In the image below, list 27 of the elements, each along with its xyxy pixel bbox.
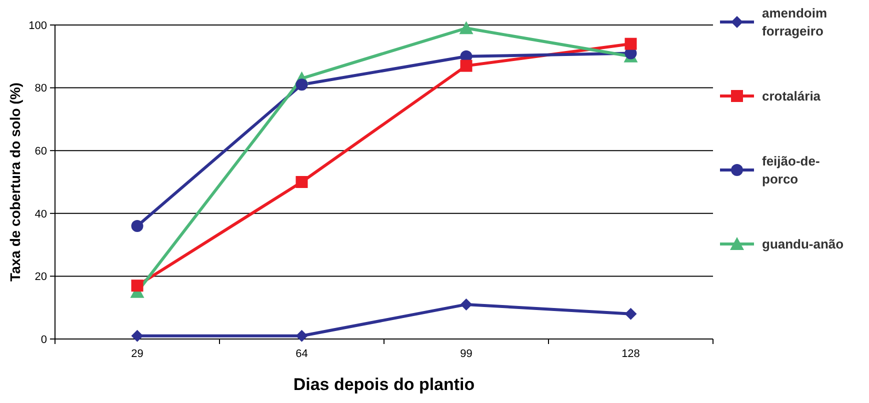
x-axis-title: Dias depois do plantio [293, 375, 475, 394]
x-tick-label: 29 [131, 348, 144, 360]
point [131, 220, 144, 232]
point [296, 330, 308, 342]
legend-label: guandu-anão [762, 236, 844, 252]
point [624, 38, 637, 50]
y-tick-label: 20 [34, 271, 47, 284]
y-tick-label: 60 [34, 145, 47, 158]
point [296, 176, 308, 188]
x-tick-label: 128 [622, 348, 640, 360]
point [131, 330, 144, 342]
y-tick-label: 80 [34, 82, 47, 95]
point [624, 308, 637, 320]
legend-label: amendoim forrageiro [762, 6, 828, 39]
point [131, 280, 144, 292]
x-tick-label: 99 [460, 348, 472, 360]
legend-label: feijão-de-porco [762, 154, 820, 187]
y-tick-label: 0 [40, 334, 47, 346]
point [460, 298, 472, 310]
point [296, 78, 308, 91]
legend-label: crotalária [762, 88, 822, 104]
y-tick-label: 100 [28, 20, 47, 32]
y-axis-title: Taxa de cobertura do solo (%) [7, 82, 23, 282]
point [460, 60, 472, 72]
y-tick-label: 40 [34, 208, 47, 220]
point [459, 21, 474, 34]
x-tick-label: 64 [296, 348, 308, 360]
